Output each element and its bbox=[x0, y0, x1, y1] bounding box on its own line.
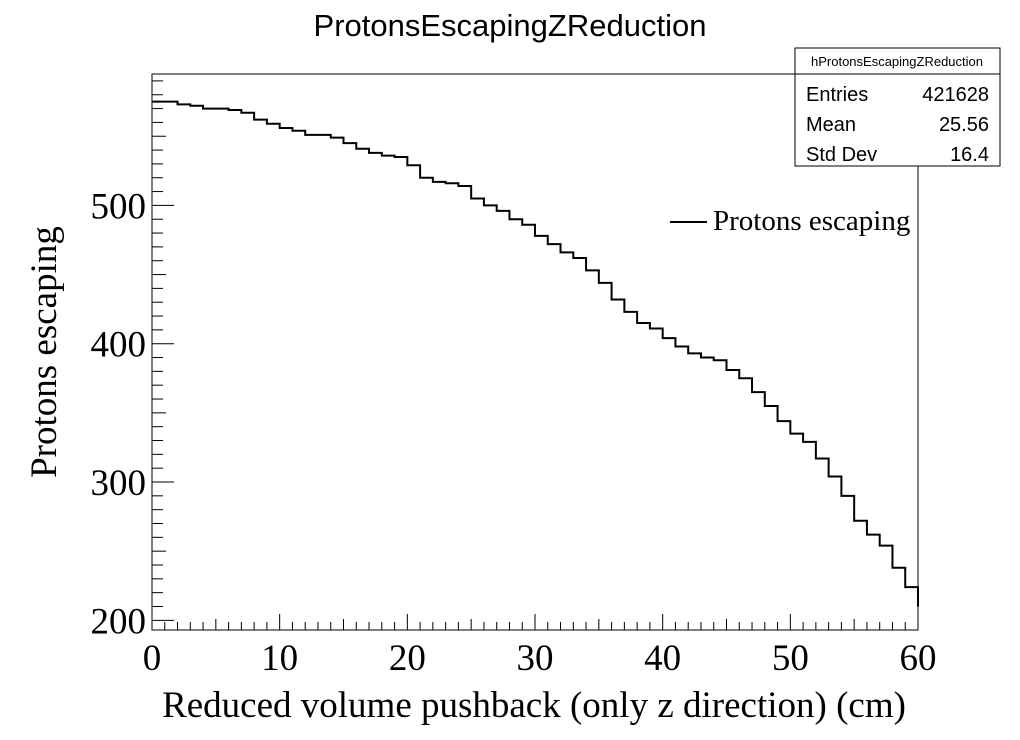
histogram-bin bbox=[778, 421, 791, 630]
histogram-bin bbox=[624, 312, 637, 630]
histogram-bin bbox=[484, 205, 497, 630]
x-tick-label: 50 bbox=[772, 638, 809, 679]
histogram-bin bbox=[458, 186, 471, 630]
histogram-bin bbox=[790, 434, 803, 630]
histogram-bin bbox=[395, 157, 408, 630]
histogram-bin bbox=[599, 283, 612, 630]
histogram-bin bbox=[382, 156, 395, 630]
histogram-bin bbox=[867, 535, 880, 630]
histogram-bin bbox=[344, 143, 357, 630]
histogram-bin bbox=[880, 546, 893, 630]
y-axis-label: Protons escaping bbox=[24, 226, 65, 478]
y-tick-label: 500 bbox=[91, 186, 147, 227]
histogram-line bbox=[152, 100, 919, 607]
histogram-bin bbox=[229, 110, 242, 630]
x-tick-label: 20 bbox=[389, 638, 426, 679]
histogram-bin bbox=[816, 458, 829, 630]
histogram-bin bbox=[841, 496, 854, 630]
histogram-bin bbox=[292, 131, 305, 630]
histogram-bin bbox=[905, 587, 918, 630]
y-axis: 200 300 400 500 bbox=[91, 80, 174, 642]
histogram-bin bbox=[471, 198, 484, 630]
histogram-bin bbox=[267, 124, 280, 630]
stats-box-frame bbox=[794, 47, 1001, 167]
x-tick-label: 30 bbox=[517, 638, 554, 679]
histogram-bin bbox=[586, 270, 599, 630]
histogram-bins bbox=[152, 102, 918, 630]
legend-label: Protons escaping bbox=[713, 205, 910, 237]
histogram-bin bbox=[612, 299, 625, 630]
stats-box-name: hProtonsEscapingZReduction bbox=[811, 54, 983, 69]
histogram-bin bbox=[318, 135, 331, 630]
stats-mean-label: Mean bbox=[806, 114, 856, 136]
histogram-bin bbox=[714, 360, 727, 630]
histogram-bin bbox=[739, 378, 752, 630]
histogram-bin bbox=[854, 521, 867, 630]
histogram-bin bbox=[165, 102, 178, 630]
histogram-bin bbox=[407, 165, 420, 630]
histogram-bin bbox=[356, 149, 369, 630]
stats-stddev-value: 16.4 bbox=[950, 144, 989, 166]
histogram-bin bbox=[152, 102, 165, 630]
histogram-bin bbox=[727, 370, 740, 630]
histogram-bin bbox=[701, 358, 714, 630]
histogram-bin bbox=[663, 338, 676, 630]
histogram-bin bbox=[650, 328, 663, 630]
histogram-bin bbox=[803, 442, 816, 630]
y-tick-label: 200 bbox=[91, 601, 147, 642]
histogram-bin bbox=[241, 113, 254, 630]
histogram-bin bbox=[688, 353, 701, 630]
histogram-bin bbox=[675, 346, 688, 630]
histogram-bin bbox=[305, 135, 318, 630]
histogram-bin bbox=[203, 109, 216, 630]
histogram-bin bbox=[280, 128, 293, 630]
histogram-bin bbox=[254, 120, 267, 630]
histogram-bin bbox=[433, 182, 446, 630]
histogram-bin bbox=[369, 153, 382, 630]
histogram-bin bbox=[535, 236, 548, 630]
stats-entries-label: Entries bbox=[806, 84, 868, 106]
histogram-bin bbox=[446, 183, 459, 630]
histogram-bin bbox=[216, 109, 229, 630]
histogram-bin bbox=[892, 568, 905, 630]
y-tick-label: 400 bbox=[91, 325, 147, 366]
histogram-bin bbox=[522, 225, 535, 630]
x-tick-label: 60 bbox=[900, 638, 937, 679]
x-tick-label: 10 bbox=[261, 638, 298, 679]
histogram-bin bbox=[178, 104, 191, 630]
histogram-bin bbox=[420, 178, 433, 630]
histogram-bin bbox=[548, 244, 561, 630]
histogram-bin bbox=[752, 392, 765, 630]
y-tick-label: 300 bbox=[91, 463, 147, 504]
x-axis-label: Reduced volume pushback (only z directio… bbox=[162, 685, 906, 726]
stats-entries-value: 421628 bbox=[922, 84, 989, 106]
x-axis: 0 10 20 30 40 50 60 bbox=[143, 614, 937, 679]
histogram-bin bbox=[331, 138, 344, 630]
histogram-bin bbox=[561, 252, 574, 630]
chart-title: ProtonsEscapingZReduction bbox=[314, 8, 707, 43]
histogram-bin bbox=[765, 406, 778, 630]
histogram-bin bbox=[637, 323, 650, 630]
stats-stddev-label: Std Dev bbox=[806, 144, 877, 166]
x-tick-label: 0 bbox=[143, 638, 162, 679]
histogram-bin bbox=[509, 219, 522, 630]
stats-mean-value: 25.56 bbox=[939, 114, 989, 136]
histogram-bin bbox=[829, 476, 842, 630]
histogram-bin bbox=[190, 106, 203, 630]
stats-box: hProtonsEscapingZReduction Entries 42162… bbox=[794, 47, 1001, 167]
histogram-bin bbox=[573, 258, 586, 630]
x-tick-label: 40 bbox=[644, 638, 681, 679]
histogram-bin bbox=[497, 211, 510, 630]
legend: Protons escaping bbox=[670, 205, 910, 237]
